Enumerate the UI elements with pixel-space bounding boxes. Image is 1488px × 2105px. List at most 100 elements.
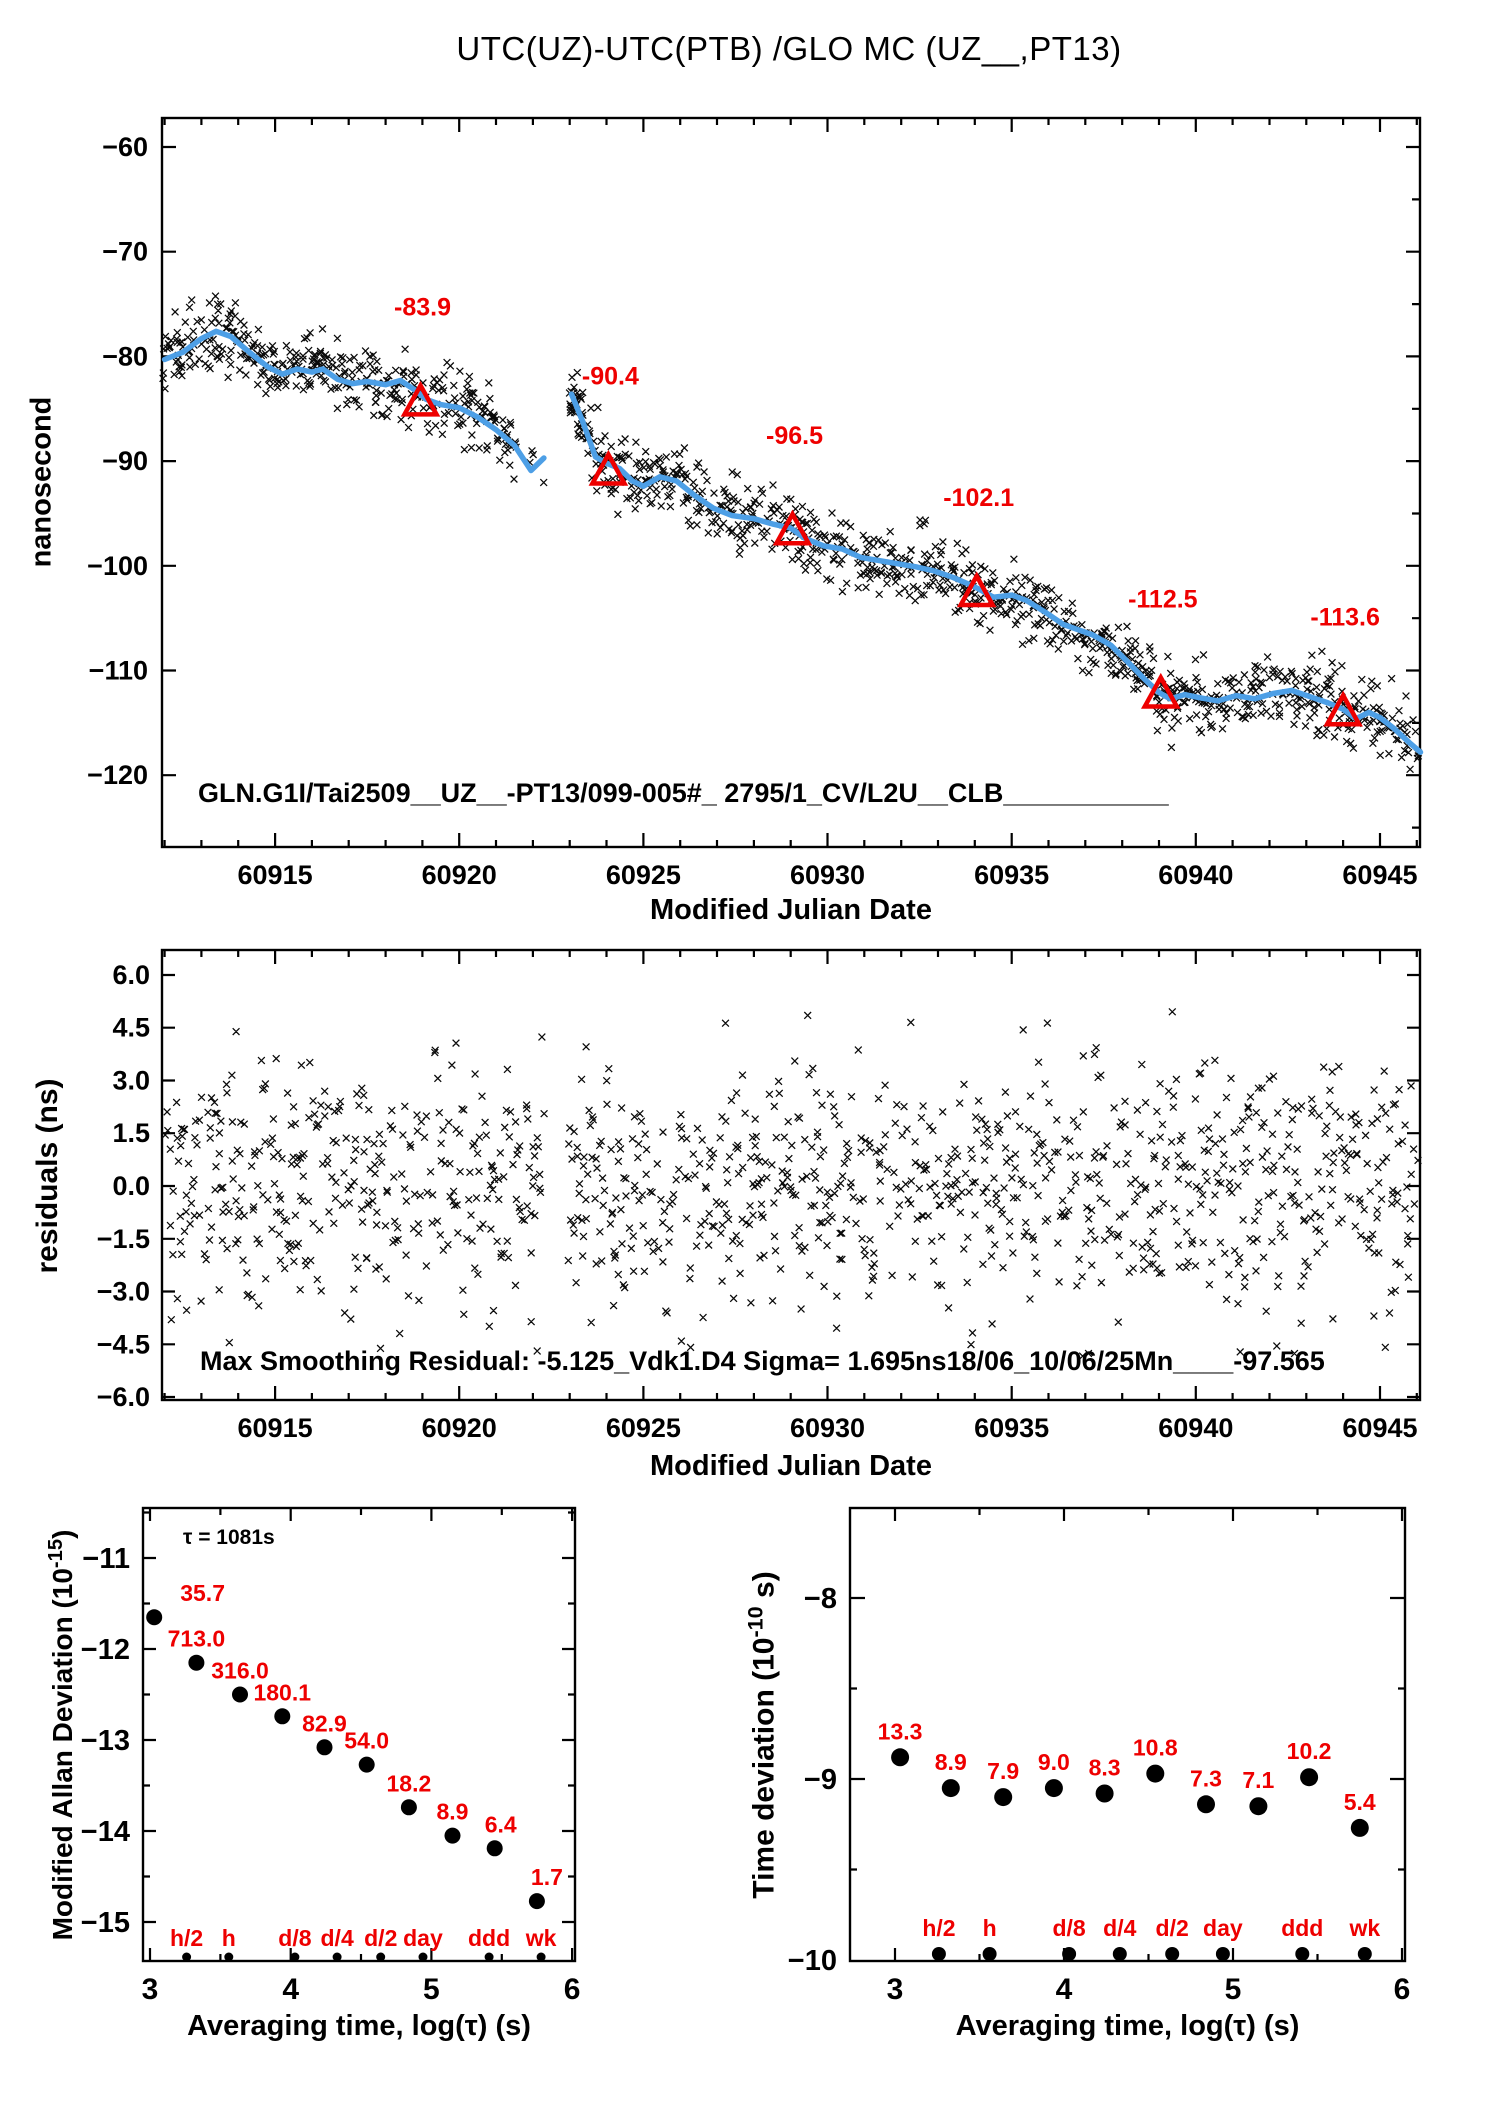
tdev-data-point-value-label: 10.8 xyxy=(1133,1735,1178,1761)
tdev-data-point xyxy=(994,1788,1013,1807)
tdev-data-point-value-label: 10.2 xyxy=(1287,1738,1332,1764)
y-tick-label: 3.0 xyxy=(112,1065,150,1095)
mdev-data-point xyxy=(444,1827,461,1844)
x-tick-label: 60925 xyxy=(606,860,681,890)
interval-marker xyxy=(1215,1947,1230,1961)
tdev-ylabel: Time deviation (10-10 s) xyxy=(743,1571,782,1898)
mdev-data-point-value-label: 82.9 xyxy=(302,1710,347,1736)
tdev-data-point xyxy=(1350,1818,1369,1837)
x-tick-label: 60925 xyxy=(606,1413,681,1443)
y-tick-label: −1.5 xyxy=(97,1224,150,1254)
x-tick-label: 60915 xyxy=(238,1413,313,1443)
mdev-ylabel: Modified Allan Deviation (10-15) xyxy=(45,1530,79,1941)
tdev-data-point xyxy=(1249,1797,1268,1816)
x-tick-label: 60930 xyxy=(790,860,865,890)
cv-point-triangle-marker xyxy=(1323,690,1363,727)
interval-marker xyxy=(1357,1947,1372,1961)
tdev-data-point xyxy=(1300,1768,1319,1787)
tdev-data-point xyxy=(1095,1784,1114,1803)
tdev-data-point xyxy=(1146,1764,1165,1783)
interval-marker xyxy=(290,1952,300,1962)
y-tick-label: 4.5 xyxy=(112,1013,150,1043)
x-tick-label: 5 xyxy=(423,1973,440,2006)
mdev-data-point xyxy=(486,1840,503,1857)
y-tick-label: −11 xyxy=(82,1543,130,1575)
mdev-frame xyxy=(141,1506,577,1963)
tdev-data-point xyxy=(1197,1795,1215,1814)
x-tick-label: 4 xyxy=(282,1973,299,2006)
mdev-data-point-value-label: 316.0 xyxy=(211,1658,269,1684)
y-tick-label: 0.0 xyxy=(112,1171,150,1201)
mdev-data-point-value-label: 54.0 xyxy=(344,1728,389,1754)
y-tick-label: −12 xyxy=(81,1634,130,1666)
mdev-data-point xyxy=(188,1654,205,1671)
tdev-xlabel: Averaging time, log(τ) (s) xyxy=(955,2010,1300,2042)
interval-label: ddd xyxy=(468,1925,510,1951)
chart-title: UTC(UZ)-UTC(PTB) /GLO MC (UZ__,PT13) xyxy=(456,30,1122,67)
x-tick-label: 6 xyxy=(564,1973,581,2006)
interval-label: day xyxy=(403,1925,443,1951)
y-tick-label: −6.0 xyxy=(97,1382,150,1412)
cv-point-value-label: -112.5 xyxy=(1128,586,1198,614)
x-tick-label: 60935 xyxy=(974,860,1049,890)
mdev-frame-ticks xyxy=(143,1508,575,1961)
cv-point-triangle-marker xyxy=(772,509,813,546)
tdev-data-point-value-label: 9.0 xyxy=(1038,1749,1070,1775)
residuals-ticks xyxy=(162,950,1420,1400)
y-tick-label: −80 xyxy=(102,341,148,371)
cv-point-value-label: -83.9 xyxy=(394,293,451,321)
x-tick-label: 60940 xyxy=(1158,860,1233,890)
mdev-data-point-value-label: 8.9 xyxy=(437,1799,469,1825)
mdev-data-point-value-label: 35.7 xyxy=(180,1580,225,1606)
interval-label: wk xyxy=(1348,1915,1380,1941)
mdev-xlabel: Averaging time, log(τ) (s) xyxy=(187,2010,531,2042)
mdev-data-point xyxy=(146,1609,163,1626)
cv-point-triangle-marker xyxy=(400,380,441,417)
x-tick-label: 3 xyxy=(887,1973,904,2006)
x-tick-label: 60920 xyxy=(422,1413,497,1443)
interval-label: d/4 xyxy=(321,1925,354,1951)
cv-point-triangle-marker xyxy=(956,571,997,608)
x-tick-label: 60945 xyxy=(1342,860,1417,890)
top-plot-xlabel: Modified Julian Date xyxy=(650,894,932,926)
smoothing-trend-line xyxy=(568,391,1424,755)
interval-label: d/8 xyxy=(1052,1915,1085,1941)
mdev-ylabel-close: ) xyxy=(47,1529,79,1539)
mdev-data-point-value-label: 6.4 xyxy=(485,1811,517,1837)
mdev-data-point-value-label: 713.0 xyxy=(168,1626,226,1652)
y-tick-label: −10 xyxy=(788,1945,837,1977)
interval-label: h xyxy=(983,1915,997,1941)
interval-label: d/4 xyxy=(1103,1915,1136,1941)
interval-label: day xyxy=(1203,1915,1243,1941)
residuals-xlabel: Modified Julian Date xyxy=(650,1450,932,1482)
cv-point-value-label: -102.1 xyxy=(943,484,1014,512)
top-plot-ticks xyxy=(162,118,1420,847)
interval-marker xyxy=(182,1952,192,1962)
cv-point-value-label: -96.5 xyxy=(766,422,823,450)
y-tick-label: −8 xyxy=(804,1583,837,1615)
interval-marker xyxy=(484,1952,494,1962)
interval-label: d/2 xyxy=(1156,1915,1189,1941)
interval-label: wk xyxy=(525,1925,557,1951)
x-tick-label: 60930 xyxy=(790,1413,865,1443)
y-tick-label: −110 xyxy=(89,656,148,686)
y-tick-label: −3.0 xyxy=(97,1277,150,1307)
interval-marker xyxy=(982,1947,997,1961)
y-tick-label: −70 xyxy=(102,237,148,267)
tdev-data-point xyxy=(891,1748,910,1767)
y-tick-label: −120 xyxy=(87,760,148,790)
x-tick-label: 60945 xyxy=(1342,1413,1417,1443)
interval-marker xyxy=(931,1947,946,1961)
tdev-data-point-value-label: 7.3 xyxy=(1190,1765,1222,1791)
top-plot-ylabel: nanosecond xyxy=(25,396,58,568)
tdev-ylabel-main: Time deviation (10 xyxy=(747,1637,781,1899)
y-tick-label: −4.5 xyxy=(97,1329,150,1359)
interval-marker xyxy=(224,1952,234,1962)
tdev-ylabel-close: s) xyxy=(747,1571,781,1607)
mdev-data-point xyxy=(358,1756,375,1773)
top-plot-note: GLN.G1I/Tai2509__UZ__-PT13/099-005#_ 279… xyxy=(198,778,1169,808)
tdev-data-point-value-label: 13.3 xyxy=(878,1718,923,1744)
top-plot-frame xyxy=(160,116,1422,849)
